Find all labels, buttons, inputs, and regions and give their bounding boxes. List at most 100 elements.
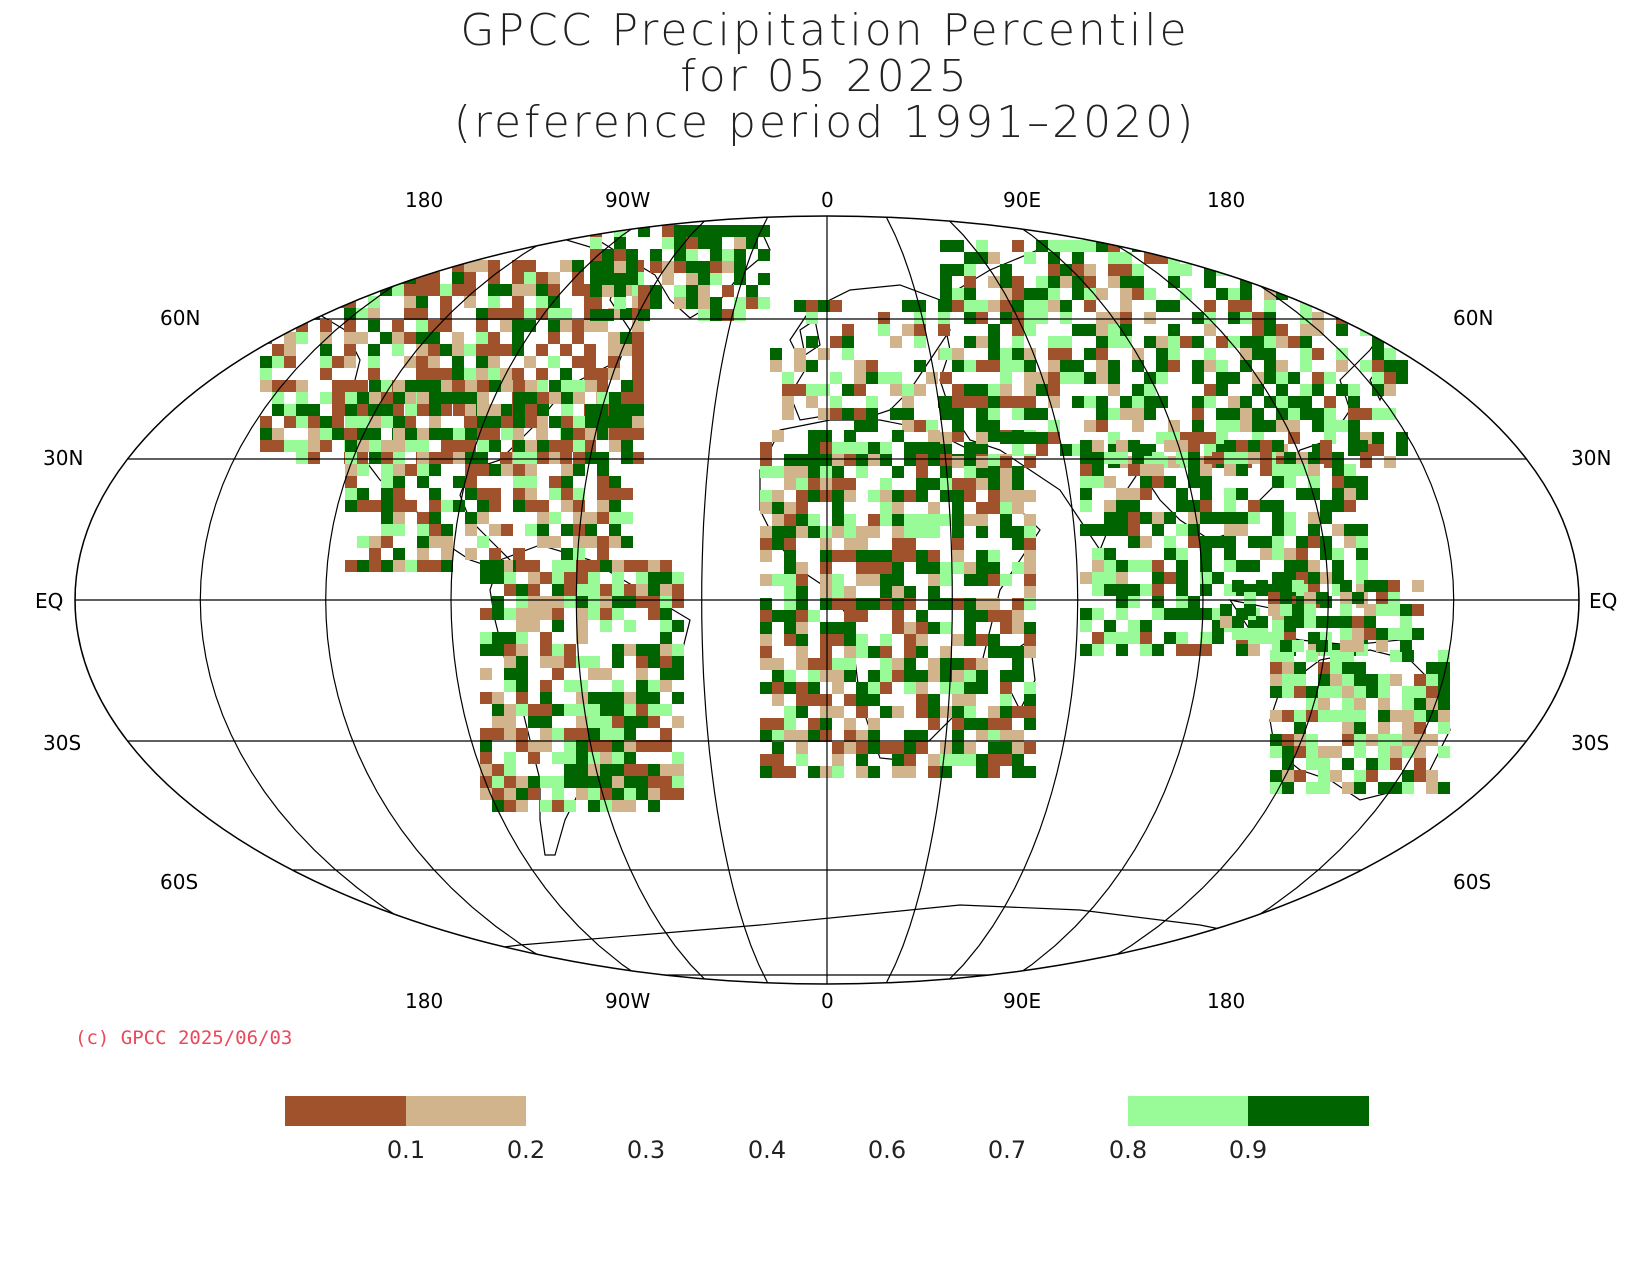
precip-cell — [428, 272, 440, 284]
precip-cell — [1000, 384, 1012, 396]
precip-cell — [674, 261, 686, 273]
precip-cell — [429, 416, 441, 428]
precip-cell — [902, 384, 914, 396]
precip-cell — [597, 548, 609, 560]
precip-cell — [710, 297, 722, 309]
precip-cell — [624, 596, 636, 608]
precip-cell — [820, 430, 832, 442]
precip-cell — [1128, 620, 1140, 632]
precip-cell — [1024, 634, 1036, 646]
precip-cell — [866, 372, 878, 384]
precip-cell — [357, 428, 369, 440]
precip-cell — [1332, 464, 1344, 476]
precip-cell — [1376, 640, 1388, 652]
precip-cell — [1152, 476, 1164, 488]
precip-cell — [1012, 360, 1024, 372]
precip-cell — [940, 658, 952, 670]
precip-cell — [504, 680, 516, 692]
precip-cell — [988, 324, 1000, 336]
precip-cell — [1282, 770, 1294, 782]
precip-cell — [513, 488, 525, 500]
precip-cell — [672, 620, 684, 632]
precip-cell — [590, 261, 602, 273]
precip-cell — [1240, 360, 1252, 372]
precip-cell — [381, 500, 393, 512]
precip-cell — [784, 466, 796, 478]
precip-cell — [476, 452, 488, 464]
precip-cell — [632, 428, 644, 440]
precip-cell — [1308, 524, 1320, 536]
precip-cell — [662, 225, 674, 237]
lat-label-right-30n: 30N — [1571, 446, 1612, 470]
precip-cell — [964, 718, 976, 730]
precip-cell — [480, 632, 492, 644]
precip-cell — [609, 404, 621, 416]
precip-cell — [784, 514, 796, 526]
precip-cell — [357, 464, 369, 476]
precip-cell — [1116, 632, 1128, 644]
precip-cell — [1204, 384, 1216, 396]
precip-cell — [1372, 372, 1384, 384]
precip-cell — [976, 312, 988, 324]
precip-cell — [1376, 592, 1388, 604]
precip-cell — [296, 404, 308, 416]
precip-cell — [548, 272, 560, 284]
precip-cell — [1414, 722, 1426, 734]
precip-cell — [504, 800, 516, 812]
precip-cell — [1144, 252, 1156, 264]
precip-cell — [964, 658, 976, 670]
precip-cell — [964, 312, 976, 324]
precip-cell — [477, 416, 489, 428]
precip-cell — [1248, 536, 1260, 548]
precip-cell — [760, 538, 772, 550]
meridian-line — [885, 216, 953, 984]
precip-cell — [480, 572, 492, 584]
precip-cell — [576, 584, 588, 596]
precip-cell — [976, 478, 988, 490]
precip-cell — [296, 392, 308, 404]
precip-cell — [686, 261, 698, 273]
precip-cell — [1252, 336, 1264, 348]
precip-cell — [492, 728, 504, 740]
precip-cell — [880, 454, 892, 466]
precip-cell — [1342, 686, 1354, 698]
precip-cell — [1356, 524, 1368, 536]
precip-cell — [1204, 360, 1216, 372]
precip-cell — [573, 452, 585, 464]
precip-cell — [612, 716, 624, 728]
precip-cell — [344, 428, 356, 440]
precip-cell — [1236, 488, 1248, 500]
precip-cell — [1164, 440, 1176, 452]
precip-cell — [504, 788, 516, 800]
precip-cell — [1352, 628, 1364, 640]
precip-cell — [1240, 396, 1252, 408]
precip-cell — [1256, 628, 1268, 640]
precip-cell — [417, 452, 429, 464]
precip-cell — [368, 356, 380, 368]
precip-cell — [914, 336, 926, 348]
precip-cell — [381, 464, 393, 476]
precip-cell — [722, 285, 734, 297]
precip-cell — [904, 538, 916, 550]
precip-cell — [405, 464, 417, 476]
precip-cell — [1120, 312, 1132, 324]
precip-cell — [928, 454, 940, 466]
precip-cell — [1216, 288, 1228, 300]
precip-cell — [1152, 596, 1164, 608]
precip-cell — [1390, 734, 1402, 746]
precip-cell — [417, 524, 429, 536]
precip-cell — [441, 452, 453, 464]
precip-cell — [964, 442, 976, 454]
precip-cell — [808, 730, 820, 742]
precip-cell — [1084, 240, 1096, 252]
precip-cell — [524, 308, 536, 320]
precip-cell — [516, 776, 528, 788]
precip-cell — [528, 788, 540, 800]
precip-cell — [1438, 746, 1450, 758]
precip-cell — [1092, 524, 1104, 536]
precip-cell — [1388, 580, 1400, 592]
precip-cell — [1344, 524, 1356, 536]
precip-cell — [638, 309, 650, 321]
precip-cell — [440, 404, 452, 416]
precip-cell — [976, 730, 988, 742]
